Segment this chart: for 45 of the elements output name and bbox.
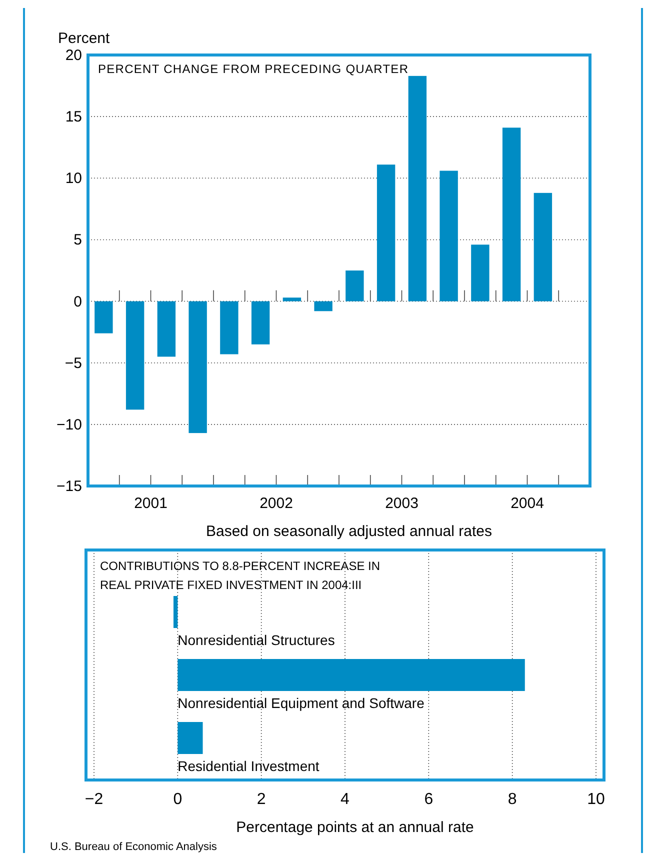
bar bbox=[502, 128, 521, 302]
x-axis-title: Based on seasonally adjusted annual rates bbox=[206, 523, 492, 540]
y-tick-label: −15 bbox=[56, 478, 82, 495]
x-tick-label: 2001 bbox=[134, 495, 168, 512]
bar bbox=[376, 164, 396, 302]
y-tick-label: −10 bbox=[56, 416, 82, 434]
x-tick-label: 6 bbox=[424, 791, 434, 808]
bar bbox=[282, 298, 302, 302]
x-axis-title: Percentage points at an annual rate bbox=[236, 819, 474, 836]
bar bbox=[173, 596, 178, 628]
y-tick-label: 5 bbox=[74, 232, 82, 249]
x-tick-label: 2004 bbox=[510, 495, 544, 512]
bar bbox=[126, 301, 144, 410]
bar bbox=[471, 244, 490, 302]
x-tick-label: −2 bbox=[84, 791, 104, 808]
y-axis-title: Percent bbox=[58, 30, 111, 47]
y-tick-label: Nonresidential Structures bbox=[178, 632, 335, 648]
y-tick-label: Nonresidential Equipment and Software bbox=[178, 695, 425, 711]
bar bbox=[314, 301, 332, 312]
x-tick-label: 2003 bbox=[385, 495, 418, 512]
bar bbox=[408, 76, 427, 302]
bar bbox=[188, 301, 207, 434]
y-tick-label: 20 bbox=[65, 47, 82, 64]
x-tick-label: 10 bbox=[587, 791, 605, 808]
chart-title: CONTRIBUTIONS TO 8.8-PERCENT INCREASE IN REAL PRIVATE FIXED INVESTMENT IN 2004:III bbox=[100, 559, 380, 592]
text: PERCENT CHANGE FROM PRECEDING QUARTER bbox=[98, 62, 408, 76]
x-tick-label: 2 bbox=[256, 791, 266, 808]
x-tick-label: 8 bbox=[508, 791, 517, 808]
bar bbox=[220, 301, 238, 354]
bar bbox=[440, 170, 458, 302]
x-tick-label: 2002 bbox=[260, 495, 293, 512]
bar bbox=[534, 192, 552, 302]
bar bbox=[178, 722, 203, 754]
x-tick-label: 4 bbox=[340, 791, 350, 808]
y-tick-label: −5 bbox=[64, 354, 82, 372]
y-tick-label: 10 bbox=[65, 170, 82, 188]
bar bbox=[94, 301, 113, 334]
bar bbox=[346, 270, 364, 302]
bar bbox=[157, 301, 176, 357]
bar bbox=[251, 301, 270, 344]
bar bbox=[178, 659, 525, 691]
y-tick-label: Residential Investment bbox=[178, 758, 320, 774]
text: U.S. Bureau of Economic Analysis bbox=[50, 841, 218, 853]
y-tick-label: 0 bbox=[74, 293, 82, 310]
y-tick-label: 15 bbox=[65, 108, 82, 126]
